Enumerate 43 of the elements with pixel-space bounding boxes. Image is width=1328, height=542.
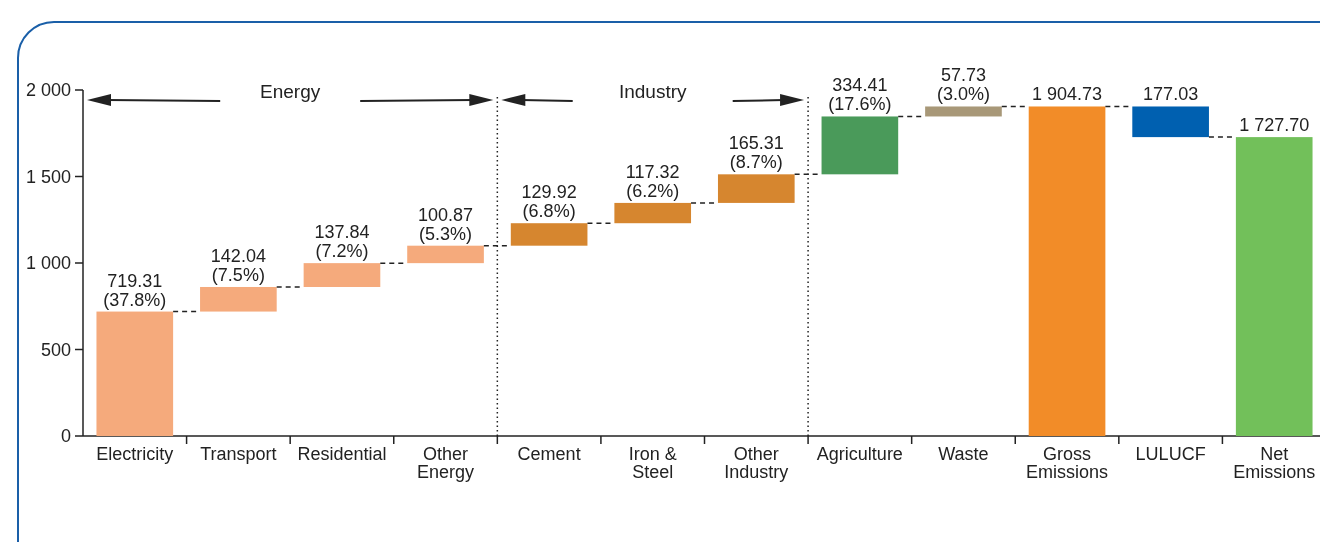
x-tick-label: Agriculture — [816, 444, 903, 464]
data-label: 117.32 (6.2%) — [625, 161, 680, 201]
x-tick-label: Net Emissions — [1233, 444, 1316, 482]
y-tick-label: 500 — [40, 339, 71, 360]
x-tick-label: Electricity — [96, 444, 174, 464]
bar — [407, 245, 484, 264]
data-label: 142.04 (7.5%) — [210, 245, 266, 285]
data-label: 1 904.73 — [1032, 84, 1103, 105]
annotation: Energy — [260, 81, 321, 102]
bar — [200, 286, 277, 312]
bar — [96, 311, 174, 436]
x-tick-label: Waste — [938, 444, 989, 464]
x-tick-label: LULUCF — [1135, 444, 1206, 464]
x-tick-label: Residential — [297, 444, 387, 464]
x-tick-label: Other Industry — [724, 444, 789, 482]
data-label: 1 727.70 — [1239, 115, 1310, 136]
bar — [1235, 137, 1313, 436]
x-tick-label: Gross Emissions — [1026, 444, 1109, 482]
y-tick-label: 2 000 — [25, 80, 71, 101]
bar — [925, 106, 1002, 117]
data-label: 137.84 (7.2%) — [314, 222, 370, 262]
y-tick-label: 1 500 — [25, 166, 71, 187]
data-label: 177.03 — [1143, 84, 1199, 105]
x-tick-label: Cement — [517, 444, 581, 464]
bar — [614, 202, 692, 224]
y-tick-label: 1 000 — [25, 253, 71, 274]
x-tick-label: Iron & Steel — [628, 444, 677, 482]
x-tick-label: Other Energy — [417, 444, 475, 482]
bar — [303, 263, 381, 287]
data-label: 719.31 (37.8%) — [103, 270, 167, 310]
data-label: 334.41 (17.6%) — [828, 75, 892, 115]
annotation: Industry — [618, 81, 687, 102]
data-label: 129.92 (6.8%) — [521, 182, 577, 222]
x-tick-label: Transport — [200, 444, 277, 464]
bar — [1132, 106, 1209, 138]
bar — [1028, 106, 1106, 436]
data-label: 100.87 (5.3%) — [418, 204, 474, 244]
y-tick-label: 0 — [60, 426, 71, 447]
bar — [821, 116, 899, 175]
bar — [717, 174, 795, 203]
bar — [510, 223, 588, 246]
data-label: 57.73 (3.0%) — [936, 65, 990, 105]
data-label: 165.31 (8.7%) — [728, 133, 784, 173]
